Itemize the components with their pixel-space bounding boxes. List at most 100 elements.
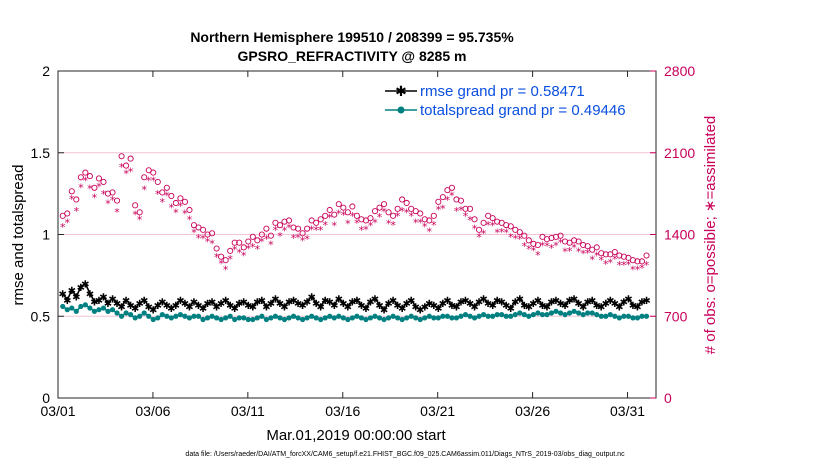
totalspread-point [376,315,383,321]
totalspread-point [576,310,582,316]
totalspread-point [87,305,93,311]
rmse-point: ✱ [95,296,103,307]
y-left-tick-label: 0.5 [31,308,51,324]
obs-possible-point [177,195,184,202]
obs-assimilated-point: * [517,233,523,246]
rmse-point: ✱ [185,302,193,313]
totalspread-point [503,313,509,319]
obs-assimilated-point: * [612,253,618,266]
obs-assimilated-point: * [540,239,546,252]
obs-assimilated-point: * [341,209,347,222]
rmse-point: ✱ [280,302,288,313]
legend-rmse-label: rmse grand pr = 0.58471 [420,83,585,100]
rmse-point: ✱ [249,302,257,313]
obs-assimilated-point: * [485,219,491,232]
totalspread-point [78,303,84,310]
obs-possible-point [448,184,455,191]
obs-possible-point [285,217,293,224]
obs-possible-point [299,230,306,237]
obs-assimilated-point: * [105,197,111,210]
rmse-point: ✱ [303,298,311,309]
obs-assimilated-point: * [69,193,75,206]
obs-possible-point [593,244,600,251]
obs-possible-point [199,226,207,233]
rmse-point: ✱ [253,298,261,309]
rmse-point: ✱ [556,299,564,310]
rmse-point: ✱ [479,294,487,305]
totalspread-point [385,315,392,321]
rmse-point: ✱ [307,293,315,304]
rmse-point: ✱ [421,302,429,313]
totalspread-point [462,312,469,318]
rmse-point: ✱ [443,296,451,307]
totalspread-point [173,313,179,319]
obs-possible-point [335,201,342,208]
obs-possible-point [64,210,71,217]
totalspread-point [177,312,184,318]
obs-assimilated-point: * [74,205,80,218]
obs-assimilated-point: * [350,210,356,223]
rmse-point: ✱ [570,294,578,305]
obs-assimilated-point: * [463,210,469,223]
rmse-point: ✱ [154,301,162,312]
totalspread-point [585,310,591,316]
obs-assimilated-point: * [255,243,261,256]
obs-assimilated-point: * [359,224,365,237]
y-axis-left-label: rmse and totalspread [10,165,27,306]
totalspread-point [367,315,374,321]
totalspread-point [109,307,116,313]
obs-possible-point [394,205,401,212]
totalspread-point [517,310,523,316]
obs-possible-point [480,219,487,226]
obs-assimilated-point: * [223,264,229,277]
obs-assimilated-point: * [282,225,288,238]
rmse-point: ✱ [484,299,492,310]
obs-possible-point [267,232,274,239]
obs-possible-point [340,204,347,211]
obs-assimilated-point: * [526,243,532,256]
totalspread-point [182,313,188,319]
obs-assimilated-point: * [585,247,591,260]
obs-assimilated-point: * [160,196,166,209]
totalspread-point [354,313,360,319]
totalspread-point [64,307,70,313]
obs-assimilated-point: * [327,211,333,224]
x-tick-label: 03/26 [515,403,550,419]
totalspread-point [290,313,297,319]
rmse-point: ✱ [86,289,94,300]
obs-assimilated-point: * [114,206,120,219]
totalspread-point [404,315,410,321]
rmse-point: ✱ [642,296,650,307]
totalspread-point [553,308,559,314]
obs-assimilated-point: * [558,237,564,250]
obs-possible-point [141,174,148,181]
obs-assimilated-point: * [513,233,519,246]
rmse-point: ✱ [407,296,415,307]
obs-assimilated-point: * [65,217,71,230]
legend-spread-label: totalspread grand pr = 0.49446 [420,102,626,119]
rmse-point: ✱ [271,294,279,305]
obs-assimilated-point: * [445,194,451,207]
rmse-point: ✱ [434,304,442,315]
rmse-point: ✱ [638,298,646,309]
obs-assimilated-point: * [599,254,605,267]
obs-possible-point [344,209,351,216]
x-tick-label: 03/11 [231,403,265,419]
rmse-point: ✱ [72,293,80,304]
obs-assimilated-point: * [399,205,405,218]
obs-assimilated-point: * [562,246,568,259]
obs-possible-point [602,251,609,258]
obs-assimilated-point: * [503,226,509,239]
obs-possible-point [168,192,175,200]
totalspread-point [358,315,365,321]
rmse-point: ✱ [59,289,67,300]
rmse-point: ✱ [149,306,157,317]
totalspread-point [259,313,265,319]
obs-assimilated-point: * [576,246,582,259]
obs-possible-point [353,212,360,219]
rmse-point: ✱ [294,299,302,310]
totalspread-point [345,316,351,323]
rmse-point: ✱ [348,298,356,309]
totalspread-point [327,313,333,319]
